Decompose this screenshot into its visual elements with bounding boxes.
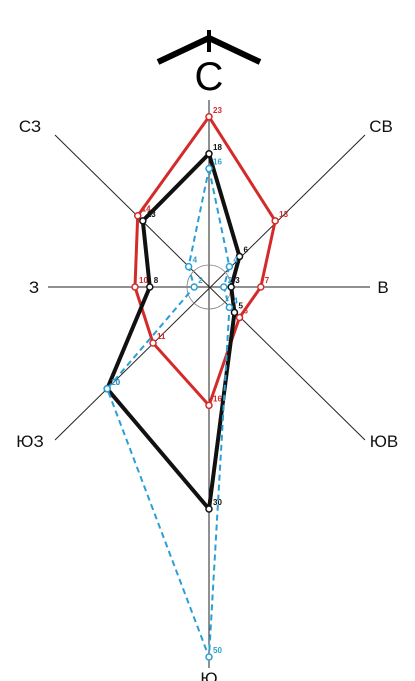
series-red-point-n [205,113,213,121]
series-black-value-sw: 20 [111,378,120,387]
series-black-value-w: 8 [154,276,159,285]
series-black-point-s [205,505,213,513]
series-red-value-e: 7 [265,276,270,285]
label-south: Ю [200,669,217,681]
series-red-point-w [131,283,139,291]
series-red-point-ne [271,217,279,225]
north-arrow-icon [156,30,262,65]
series-red-point-e [257,283,265,291]
series-red-value-s: 16 [213,394,222,403]
series-black-value-s: 30 [213,498,222,507]
series-black-point-se [230,308,239,317]
series-blue-value-nw: 4 [193,256,198,265]
series-blue-point-e [220,283,228,291]
series-red-value-ne: 13 [279,210,288,219]
series-blue-value-n: 16 [213,158,222,167]
series-red-value-n: 23 [213,106,222,115]
series-blue-value-ne: 4 [233,256,238,265]
series-blue-point-sw [103,385,111,393]
series-red-value-se: 6 [244,307,249,316]
series-blue-value-e: 2 [228,276,233,285]
series-black-line [105,151,242,511]
label-northwest: СЗ [19,117,41,136]
series-red-point-se [235,313,244,322]
series-blue-point-nw [184,262,193,271]
label-southeast: ЮВ [370,432,399,451]
north-label: С [195,55,224,99]
label-west: З [29,278,39,297]
series-blue-value-s: 50 [213,646,222,655]
axes [48,100,370,668]
series-black-value-e: 3 [235,276,240,285]
series-black-point-n [205,150,213,158]
series-blue-point-w [190,283,198,291]
series-blue-point-s [205,653,213,661]
series-black-point-e [227,283,235,291]
label-southwest: ЮЗ [16,432,43,451]
series-black-value-ne: 6 [244,245,249,254]
series-blue-value-sw: 20 [111,378,120,387]
series-red-point-sw [149,339,157,347]
series-black-point-ne [235,252,244,261]
series-black-value-nw: 13 [147,210,156,219]
label-northeast: СВ [369,117,393,136]
series-black-point-nw [139,217,147,225]
series-blue-value-se: 4 [233,296,238,305]
series-black-value-se: 5 [238,301,243,310]
series-blue-value-w: 2 [198,276,203,285]
series-red-point-nw [133,211,142,220]
series-black-value-n: 18 [213,143,222,152]
series-blue-point-n [205,164,213,173]
series-red-value-w: 10 [139,276,148,285]
series-black-point-w [146,283,154,291]
label-east: В [377,278,388,297]
series-blue-point-se [225,303,234,312]
series-red-value-nw: 14 [142,205,151,214]
series-red-point-s [205,401,213,410]
series-blue-point-ne [225,262,234,271]
series-red-value-sw: 11 [157,332,166,341]
